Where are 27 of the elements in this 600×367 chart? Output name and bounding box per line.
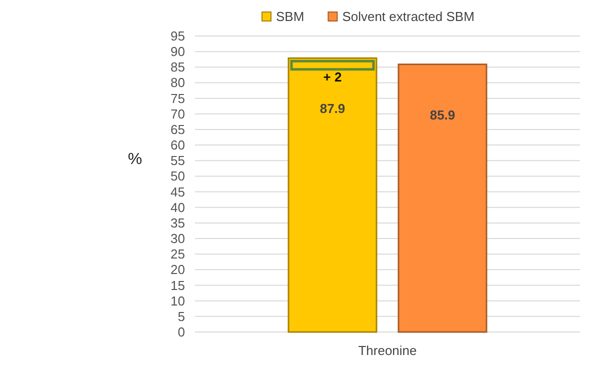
y-tick-label: 70 <box>170 106 185 122</box>
data-label: 87.9 <box>320 101 346 116</box>
y-tick-label: 45 <box>170 184 185 200</box>
y-tick-label: 85 <box>170 60 185 75</box>
y-tick-label: 50 <box>170 168 185 184</box>
y-tick-label: 55 <box>170 153 185 168</box>
y-tick-label: 30 <box>170 231 185 246</box>
y-tick-label: 65 <box>170 122 185 137</box>
y-tick-label: 60 <box>170 138 185 153</box>
data-label: 85.9 <box>430 107 456 122</box>
x-tick-label: Threonine <box>358 343 417 358</box>
y-tick-label: 75 <box>170 90 185 106</box>
y-tick-label: 5 <box>178 308 185 324</box>
y-tick-label: 40 <box>170 200 185 215</box>
legend-label: SBM <box>276 9 304 24</box>
y-tick-label: 25 <box>170 246 185 262</box>
y-tick-label: 80 <box>170 75 185 90</box>
legend-label: Solvent extracted SBM <box>342 9 474 24</box>
y-tick-label: 0 <box>178 324 185 340</box>
annotation: + 2 <box>323 69 342 84</box>
y-tick-label: 10 <box>170 293 185 308</box>
y-tick-label: 35 <box>170 215 185 230</box>
y-tick-label: 20 <box>170 262 185 278</box>
y-tick-label: 90 <box>170 44 185 60</box>
y-tick-label: 95 <box>170 28 185 44</box>
y-tick-label: 15 <box>170 278 185 293</box>
y-axis-title: % <box>128 151 142 168</box>
